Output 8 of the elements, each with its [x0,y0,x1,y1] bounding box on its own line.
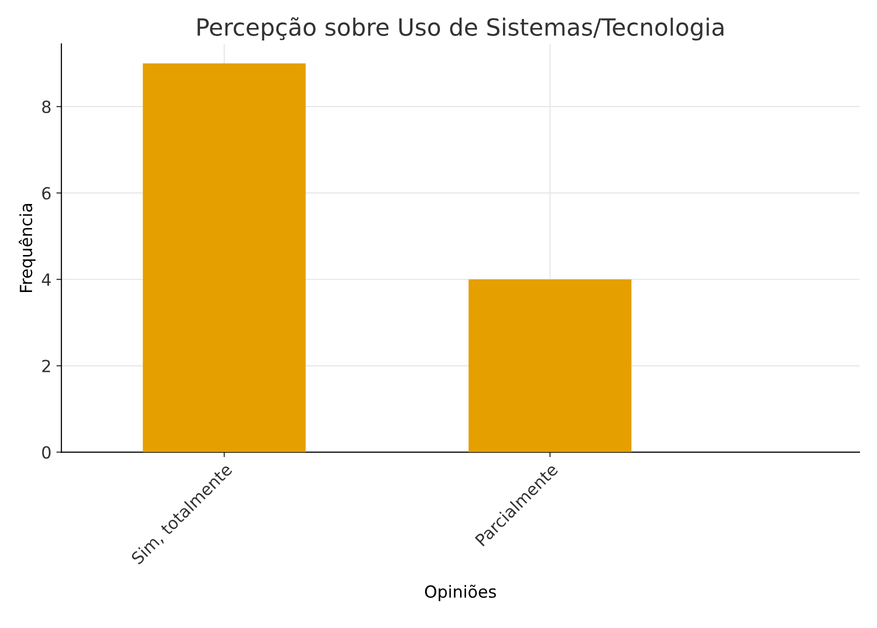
chart-title: Percepção sobre Uso de Sistemas/Tecnologia [198,17,724,41]
y-tick-label: 2 [42,360,50,372]
y-tick-label: 8 [42,100,51,114]
y-axis-title: Frequência [18,204,36,292]
y-tick-label: 0 [42,446,51,459]
y-tick-label: 4 [42,274,51,286]
x-axis-title: Opiniões [425,584,496,602]
y-tick-label: 6 [42,186,51,200]
